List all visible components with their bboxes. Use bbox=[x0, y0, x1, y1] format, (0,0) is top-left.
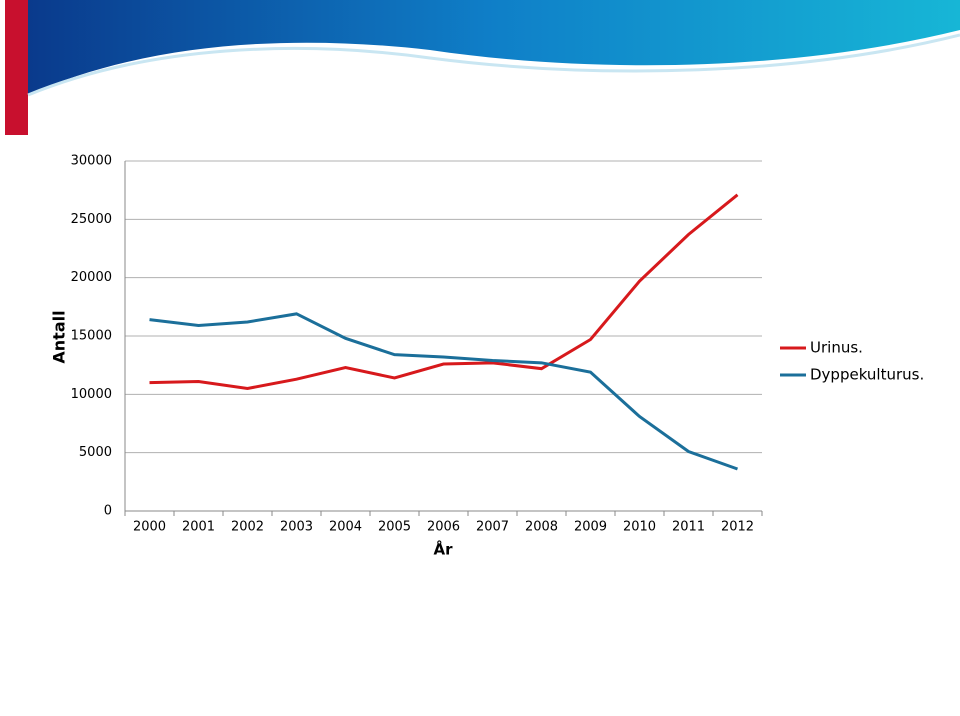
x-tick-label: 2000 bbox=[133, 520, 166, 535]
y-tick-label: 10000 bbox=[71, 387, 112, 402]
series-line bbox=[149, 193, 739, 391]
x-tick-label: 2001 bbox=[182, 520, 215, 535]
legend-label: Dyppekulturus. bbox=[810, 366, 924, 384]
x-tick-label: 2012 bbox=[721, 520, 754, 535]
header-wave-line bbox=[27, 33, 960, 97]
y-tick-label: 15000 bbox=[71, 329, 112, 344]
y-tick-label: 0 bbox=[104, 504, 112, 519]
x-tick-label: 2004 bbox=[329, 520, 362, 535]
x-tick-label: 2010 bbox=[623, 520, 656, 535]
header-wave bbox=[28, 0, 960, 95]
x-tick-label: 2003 bbox=[280, 520, 313, 535]
x-tick-label: 2007 bbox=[476, 520, 509, 535]
x-tick-label: 2006 bbox=[427, 520, 460, 535]
x-tick-label: 2009 bbox=[574, 520, 607, 535]
y-tick-label: 25000 bbox=[71, 212, 112, 227]
x-tick-label: 2008 bbox=[525, 520, 558, 535]
accent-bar bbox=[5, 0, 28, 135]
y-axis-label: Antall bbox=[50, 310, 69, 363]
y-tick-label: 20000 bbox=[71, 270, 112, 285]
y-tick-label: 5000 bbox=[79, 445, 112, 460]
legend-label: Urinus. bbox=[810, 339, 863, 357]
x-axis-label: År bbox=[433, 540, 453, 559]
x-tick-label: 2005 bbox=[378, 520, 411, 535]
x-tick-label: 2011 bbox=[672, 520, 705, 535]
y-tick-label: 30000 bbox=[71, 154, 112, 169]
series-line bbox=[149, 312, 739, 471]
x-tick-label: 2002 bbox=[231, 520, 264, 535]
